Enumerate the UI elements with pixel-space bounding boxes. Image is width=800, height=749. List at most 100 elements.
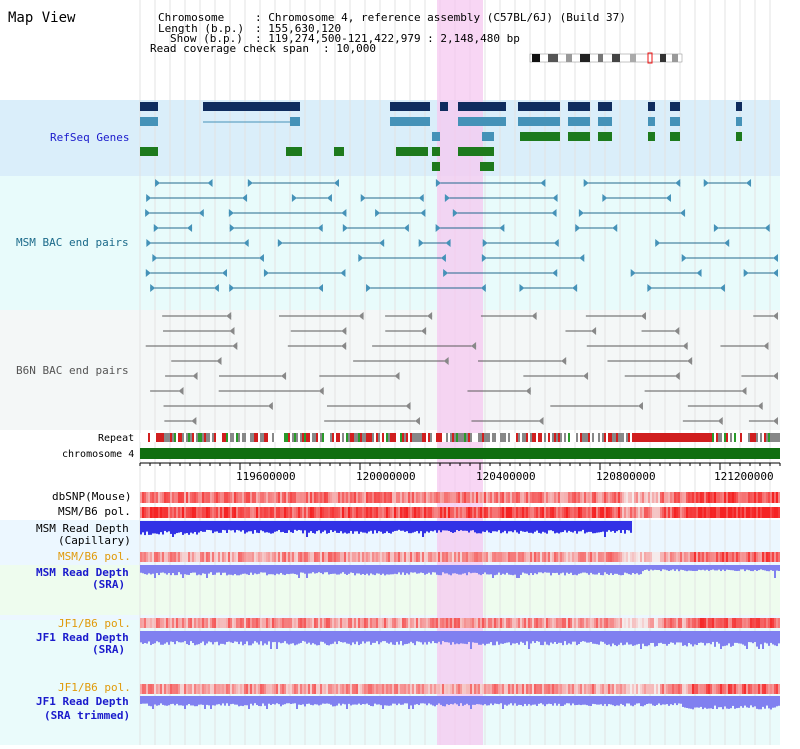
repeat-segment (204, 433, 206, 442)
pol-strip-cell (596, 552, 598, 562)
pol-strip-cell (592, 507, 594, 518)
jf1-sra-depth-track[interactable] (140, 631, 780, 649)
gene-exon (648, 132, 655, 141)
depth-bar (168, 631, 170, 645)
pol-strip-cell (726, 492, 728, 503)
depth-bar (190, 521, 192, 533)
pol-strip-cell (594, 492, 596, 503)
pol-strip-cell (154, 507, 156, 518)
jf1-b6-pol-track-2[interactable] (140, 684, 780, 694)
depth-bar (398, 696, 400, 704)
b6n-end-marker (281, 372, 287, 380)
pol-strip-cell (240, 492, 242, 503)
pol-strip-cell (660, 552, 662, 562)
depth-bar (448, 631, 450, 643)
pol-strip-cell (394, 552, 396, 562)
depth-bar (550, 631, 552, 643)
pol-strip-cell (168, 492, 170, 503)
pol-strip-cell (676, 684, 678, 694)
pol-strip-cell (262, 618, 264, 628)
pol-strip-cell (286, 684, 288, 694)
depth-bar (538, 631, 540, 642)
pol-strip-cell (760, 552, 762, 562)
dbsnp-track[interactable] (140, 492, 780, 503)
pol-strip-cell (618, 684, 620, 694)
depth-bar (370, 696, 372, 707)
depth-bar (308, 565, 310, 574)
repeat-segment (654, 433, 656, 442)
depth-bar (396, 696, 398, 706)
jf1-trimmed-depth-track[interactable] (140, 696, 780, 710)
depth-bar (492, 696, 494, 706)
pol-strip-cell (180, 492, 182, 503)
repeat-segment (582, 433, 584, 442)
pol-strip-cell (446, 552, 448, 562)
depth-bar (292, 696, 294, 704)
chromosome-ideogram[interactable] (529, 52, 683, 64)
pol-strip-cell (716, 492, 718, 503)
pol-strip-cell (546, 507, 548, 518)
depth-bar (162, 565, 164, 573)
depth-bar (642, 696, 644, 707)
depth-bar (180, 696, 182, 706)
depth-bar (624, 521, 626, 534)
pol-strip-cell (620, 552, 622, 562)
pol-strip-cell (232, 492, 234, 503)
depth-bar (344, 565, 346, 574)
pol-strip-cell (142, 552, 144, 562)
b6n-end-marker (763, 342, 769, 350)
depth-bar (748, 631, 750, 643)
depth-bar (408, 631, 410, 644)
depth-bar (318, 696, 320, 706)
pol-strip-cell (686, 618, 688, 628)
msm-sra-depth-track[interactable] (140, 565, 780, 578)
repeat-track[interactable] (140, 433, 780, 442)
msm-b6-pol-track-1[interactable] (140, 507, 780, 518)
depth-bar (384, 696, 386, 706)
depth-bar (348, 696, 350, 704)
msm-b6-pol-track-2[interactable] (140, 552, 780, 562)
depth-bar (380, 631, 382, 643)
msm-read-depth-sra-label: MSM Read Depth (36, 566, 129, 579)
refseq-genes-track[interactable] (140, 102, 742, 171)
pol-strip-cell (576, 507, 578, 518)
repeat-segment (462, 433, 464, 442)
pol-strip-cell (646, 618, 648, 628)
gene-exon (390, 102, 430, 111)
pol-strip-cell (634, 492, 636, 503)
depth-bar (588, 631, 590, 643)
repeat-segment (256, 433, 258, 442)
repeat-segment (442, 433, 444, 442)
pol-strip-cell (194, 507, 196, 518)
chromosome-bar[interactable] (140, 448, 780, 459)
depth-bar (738, 696, 740, 708)
pol-strip-cell (400, 618, 402, 628)
pol-strip-cell (294, 552, 296, 562)
pol-strip-cell (598, 552, 600, 562)
pol-strip-cell (554, 552, 556, 562)
pol-strip-cell (548, 507, 550, 518)
depth-bar (578, 631, 580, 644)
b6n-bac-track[interactable] (145, 312, 778, 425)
depth-bar (156, 696, 158, 706)
jf1-b6-pol-track-1[interactable] (140, 618, 780, 628)
depth-bar (368, 565, 370, 576)
repeat-segment (266, 433, 268, 442)
pol-strip-cell (760, 492, 762, 503)
pol-strip-cell (534, 684, 536, 694)
pol-strip-cell (768, 684, 770, 694)
repeat-segment (716, 433, 718, 442)
depth-bar (414, 521, 416, 532)
depth-bar (226, 521, 228, 533)
depth-bar (396, 565, 398, 575)
gene-exon (140, 147, 158, 156)
gene-exon (480, 162, 494, 171)
msm-capillary-depth-track[interactable] (140, 521, 632, 537)
pol-strip-cell (444, 618, 446, 628)
depth-bar (188, 565, 190, 575)
pol-strip-cell (500, 507, 502, 518)
repeat-segment (590, 433, 592, 442)
depth-bar (252, 631, 254, 644)
pol-strip-cell (526, 552, 528, 562)
msm-bac-track[interactable] (145, 179, 778, 292)
